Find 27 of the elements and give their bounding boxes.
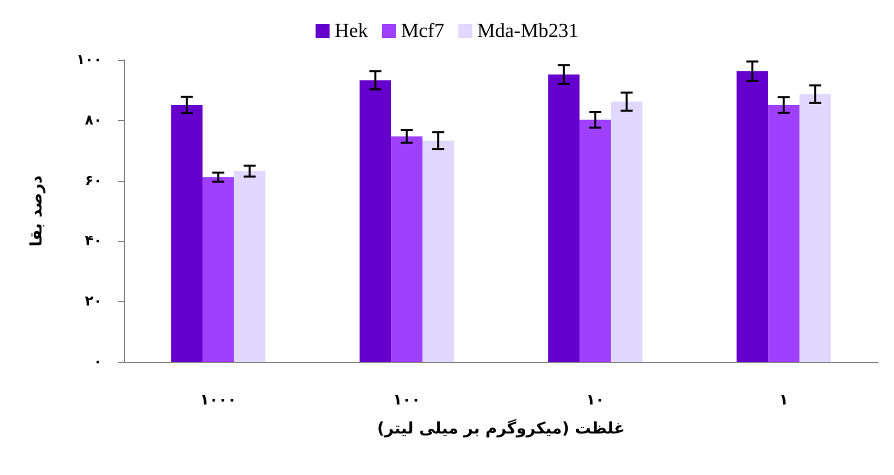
x-axis-title: غلظت (میکروگرم بر میلی لیتر) xyxy=(377,418,625,438)
y-tick-label: ۴۰ xyxy=(84,233,102,250)
bar xyxy=(234,171,266,362)
bar xyxy=(171,105,203,362)
bar xyxy=(580,120,611,362)
x-tick-label: ۱۰ xyxy=(586,390,604,408)
bar xyxy=(360,80,392,362)
bar xyxy=(548,74,580,362)
bar xyxy=(736,71,768,362)
bar xyxy=(391,136,422,362)
y-tick-label: ۰ xyxy=(93,354,102,370)
bar xyxy=(202,177,234,362)
bar xyxy=(768,105,800,362)
bar xyxy=(610,102,642,362)
bar xyxy=(799,94,831,362)
x-tick-label: ۱۰۰۰ xyxy=(200,390,237,408)
y-tick-label: ۸۰ xyxy=(84,112,102,128)
y-axis-title: درصد بقا xyxy=(26,175,46,247)
x-tick-label: ۱ xyxy=(779,390,788,408)
y-tick-label: ۶۰ xyxy=(84,172,102,189)
legend-label: Hek xyxy=(334,20,368,42)
legend-label: Mcf7 xyxy=(400,20,444,42)
legend-label: Mda-Mb231 xyxy=(477,20,578,42)
bar xyxy=(422,140,454,362)
x-tick-label: ۱۰۰ xyxy=(393,390,420,408)
y-tick-label: ۲۰ xyxy=(84,294,102,310)
y-tick-label: ۱۰۰ xyxy=(76,52,102,68)
